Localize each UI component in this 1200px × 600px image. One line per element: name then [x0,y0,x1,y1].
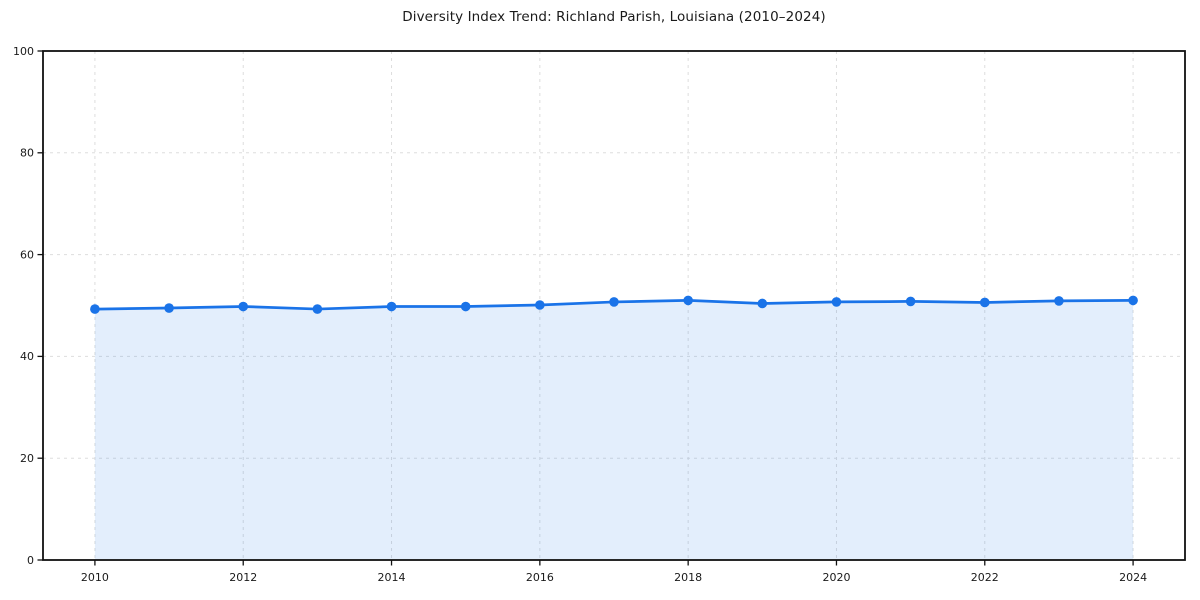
x-tick-label: 2014 [378,571,406,584]
plot-border [42,50,1186,561]
data-point [1128,295,1138,306]
chart-title: Diversity Index Trend: Richland Parish, … [402,9,826,25]
data-point [90,304,100,314]
y-tick-label: 80 [20,147,34,160]
x-tick-label: 2024 [1119,571,1147,584]
area-fill [94,300,1134,560]
data-point [164,303,174,313]
y-tick-label: 100 [13,45,34,58]
data-point [757,298,768,309]
x-tick-label: 2016 [526,571,554,584]
x-tick-label: 2018 [674,571,702,584]
data-point [1054,296,1064,306]
data-point [312,304,323,314]
y-tick-label: 20 [20,452,34,465]
data-point [460,301,471,312]
x-tick-label: 2012 [229,571,257,584]
x-tick-label: 2022 [971,571,999,584]
data-point [386,301,397,312]
y-tick-label: 40 [20,350,34,363]
y-tick-label: 0 [27,554,34,567]
data-point [535,300,545,310]
y-tick-label: 60 [20,248,34,261]
x-tick-label: 2020 [822,571,850,584]
data-point [238,301,249,312]
data-point [683,295,693,306]
data-point [609,297,619,307]
x-tick-label: 2010 [81,571,109,584]
data-point [831,297,842,307]
data-point [905,296,916,307]
data-point [979,297,990,308]
